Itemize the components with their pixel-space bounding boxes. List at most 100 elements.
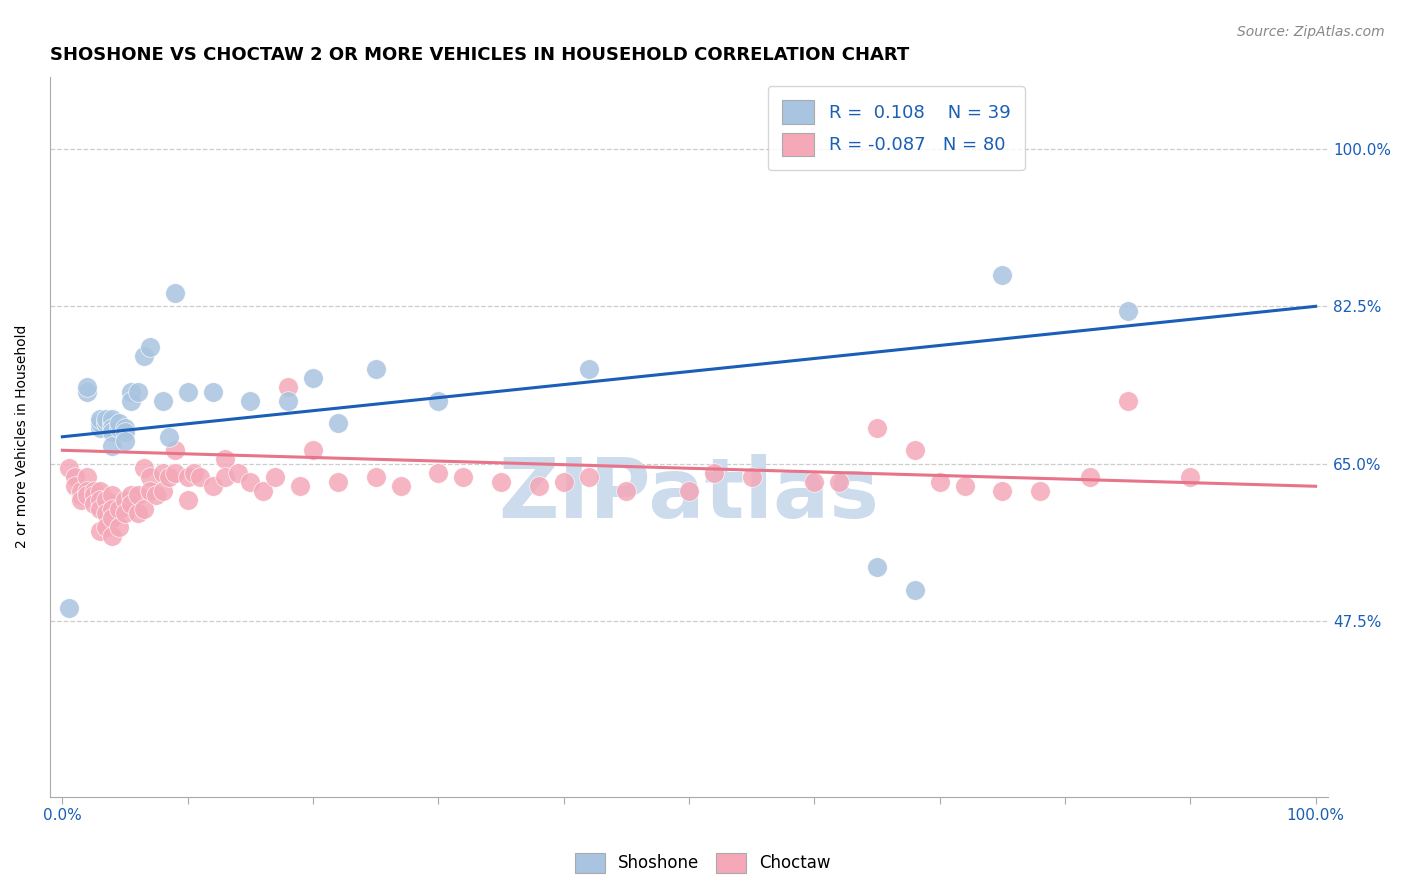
Point — [83, 483, 105, 498]
Point — [866, 421, 889, 435]
Point — [614, 483, 637, 498]
Point — [152, 483, 174, 498]
Point — [70, 483, 93, 498]
Point — [89, 483, 111, 498]
Point — [63, 470, 86, 484]
Point — [176, 384, 198, 399]
Point — [101, 421, 124, 435]
Point — [1180, 470, 1202, 484]
Point — [183, 466, 205, 480]
Point — [58, 600, 80, 615]
Point — [101, 529, 124, 543]
Point — [114, 425, 136, 440]
Legend: Shoshone, Choctaw: Shoshone, Choctaw — [568, 847, 838, 880]
Point — [578, 470, 600, 484]
Point — [188, 470, 211, 484]
Point — [991, 483, 1014, 498]
Point — [239, 393, 262, 408]
Point — [114, 421, 136, 435]
Point — [101, 501, 124, 516]
Point — [101, 488, 124, 502]
Point — [741, 470, 763, 484]
Point — [277, 393, 299, 408]
Point — [157, 430, 180, 444]
Point — [427, 466, 450, 480]
Point — [578, 362, 600, 376]
Point — [145, 488, 167, 502]
Point — [114, 434, 136, 449]
Point — [132, 501, 155, 516]
Point — [553, 475, 575, 489]
Point — [176, 470, 198, 484]
Point — [1116, 393, 1139, 408]
Point — [120, 393, 142, 408]
Legend: R =  0.108    N = 39, R = -0.087   N = 80: R = 0.108 N = 39, R = -0.087 N = 80 — [768, 86, 1025, 170]
Point — [139, 483, 162, 498]
Point — [828, 475, 851, 489]
Point — [201, 479, 224, 493]
Point — [114, 506, 136, 520]
Point — [96, 492, 118, 507]
Point — [89, 492, 111, 507]
Point — [107, 421, 129, 435]
Point — [264, 470, 287, 484]
Point — [157, 470, 180, 484]
Point — [928, 475, 950, 489]
Point — [96, 506, 118, 520]
Point — [89, 524, 111, 539]
Point — [427, 393, 450, 408]
Point — [991, 268, 1014, 282]
Point — [326, 475, 349, 489]
Y-axis label: 2 or more Vehicles in Household: 2 or more Vehicles in Household — [15, 325, 30, 549]
Point — [139, 470, 162, 484]
Point — [96, 417, 118, 431]
Point — [703, 466, 725, 480]
Point — [903, 443, 925, 458]
Point — [364, 362, 387, 376]
Point — [326, 417, 349, 431]
Point — [152, 393, 174, 408]
Point — [139, 340, 162, 354]
Point — [953, 479, 976, 493]
Point — [290, 479, 312, 493]
Point — [127, 488, 149, 502]
Text: Source: ZipAtlas.com: Source: ZipAtlas.com — [1237, 25, 1385, 39]
Point — [76, 483, 98, 498]
Point — [89, 417, 111, 431]
Point — [364, 470, 387, 484]
Point — [214, 470, 236, 484]
Point — [527, 479, 550, 493]
Text: SHOSHONE VS CHOCTAW 2 OR MORE VEHICLES IN HOUSEHOLD CORRELATION CHART: SHOSHONE VS CHOCTAW 2 OR MORE VEHICLES I… — [49, 46, 910, 64]
Point — [201, 384, 224, 399]
Point — [89, 421, 111, 435]
Point — [176, 492, 198, 507]
Point — [302, 443, 325, 458]
Point — [165, 466, 187, 480]
Point — [389, 479, 412, 493]
Point — [70, 492, 93, 507]
Point — [107, 417, 129, 431]
Point — [96, 520, 118, 534]
Point — [489, 475, 512, 489]
Point — [58, 461, 80, 475]
Point — [226, 466, 249, 480]
Point — [101, 510, 124, 524]
Text: ZIPatlas: ZIPatlas — [499, 454, 880, 535]
Point — [114, 492, 136, 507]
Point — [120, 384, 142, 399]
Point — [89, 411, 111, 425]
Point — [678, 483, 700, 498]
Point — [214, 452, 236, 467]
Point — [76, 470, 98, 484]
Point — [76, 384, 98, 399]
Point — [76, 488, 98, 502]
Point — [127, 506, 149, 520]
Point — [120, 488, 142, 502]
Point — [277, 380, 299, 394]
Point — [132, 461, 155, 475]
Point — [903, 582, 925, 597]
Point — [96, 411, 118, 425]
Point — [132, 349, 155, 363]
Point — [76, 380, 98, 394]
Point — [101, 411, 124, 425]
